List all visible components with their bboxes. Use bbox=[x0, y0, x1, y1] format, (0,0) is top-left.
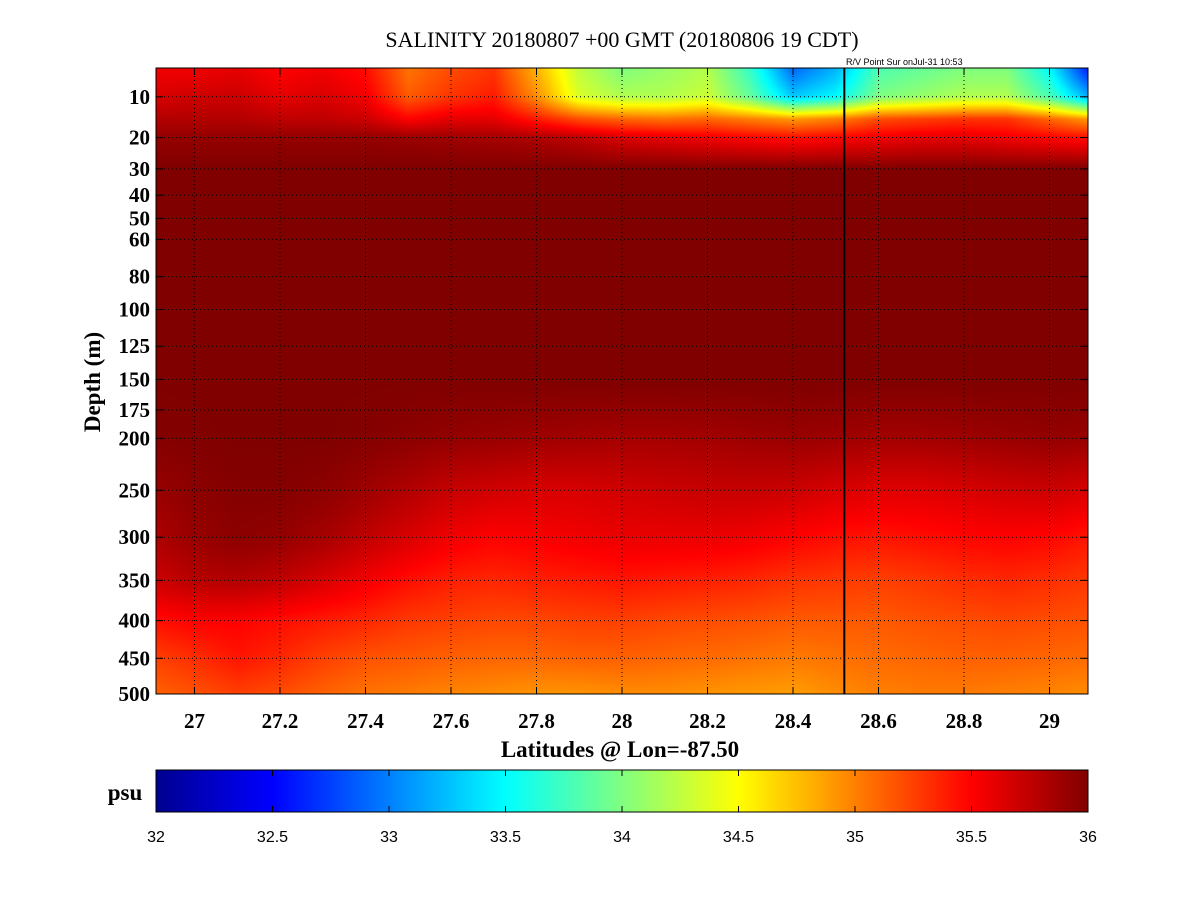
colorbar-tick-label: 34.5 bbox=[723, 829, 754, 846]
x-tick-label: 28.4 bbox=[775, 709, 812, 733]
y-tick-label: 250 bbox=[119, 478, 151, 502]
y-tick-label: 400 bbox=[119, 609, 151, 633]
colorbar-tick-label: 32 bbox=[147, 829, 165, 846]
y-tick-label: 20 bbox=[129, 126, 150, 150]
y-tick-label: 350 bbox=[119, 568, 151, 592]
x-tick-label: 27.8 bbox=[518, 709, 555, 733]
grid-lines bbox=[156, 68, 1088, 694]
colorbar-tick-label: 36 bbox=[1079, 829, 1097, 846]
x-tick-label: 29 bbox=[1039, 709, 1060, 733]
x-tick-label: 28.8 bbox=[946, 709, 983, 733]
colorbar-tick-label: 32.5 bbox=[257, 829, 288, 846]
y-axis-label: Depth (m) bbox=[80, 332, 105, 432]
x-axis-label: Latitudes @ Lon=-87.50 bbox=[501, 737, 739, 763]
y-tick-label: 200 bbox=[119, 426, 151, 450]
y-tick-label: 125 bbox=[119, 334, 151, 358]
x-tick-label: 28 bbox=[612, 709, 633, 733]
y-tick-label: 10 bbox=[129, 85, 150, 109]
x-axis: 27 27.2 27.4 27.6 27.8 28 28.2 28.4 28.6 28.8 29 bbox=[184, 68, 1060, 733]
colorbar-label: psu bbox=[108, 780, 143, 805]
y-tick-label: 30 bbox=[129, 157, 150, 181]
cruise-annotation: R/V Point Sur onJul-31 10:53 bbox=[846, 57, 963, 67]
colorbar-tick-label: 33.5 bbox=[490, 829, 521, 846]
colorbar-ticks: 32 32.5 33 33.5 34 34.5 35 35.5 36 bbox=[147, 770, 1097, 846]
x-tick-label: 28.6 bbox=[860, 709, 897, 733]
y-tick-label: 500 bbox=[119, 682, 151, 706]
y-tick-label: 60 bbox=[129, 227, 150, 251]
y-tick-label: 300 bbox=[119, 525, 151, 549]
y-tick-label: 450 bbox=[119, 646, 151, 670]
colorbar-tick-label: 33 bbox=[380, 829, 398, 846]
x-tick-label: 27 bbox=[184, 709, 205, 733]
colorbar-tick-label: 35.5 bbox=[956, 829, 987, 846]
y-tick-label: 40 bbox=[129, 183, 150, 207]
y-tick-label: 150 bbox=[119, 367, 151, 391]
chart-title: SALINITY 20180807 +00 GMT (20180806 19 C… bbox=[385, 27, 858, 52]
colorbar bbox=[155, 769, 1089, 813]
y-tick-label: 100 bbox=[119, 298, 151, 322]
colorbar-tick-label: 34 bbox=[613, 829, 631, 846]
y-tick-label: 175 bbox=[119, 398, 151, 422]
x-tick-label: 27.4 bbox=[347, 709, 384, 733]
y-tick-label: 80 bbox=[129, 265, 150, 289]
x-tick-label: 27.6 bbox=[433, 709, 470, 733]
x-tick-label: 27.2 bbox=[262, 709, 299, 733]
x-tick-label: 28.2 bbox=[689, 709, 726, 733]
colorbar-tick-label: 35 bbox=[846, 829, 864, 846]
y-tick-label: 50 bbox=[129, 206, 150, 230]
